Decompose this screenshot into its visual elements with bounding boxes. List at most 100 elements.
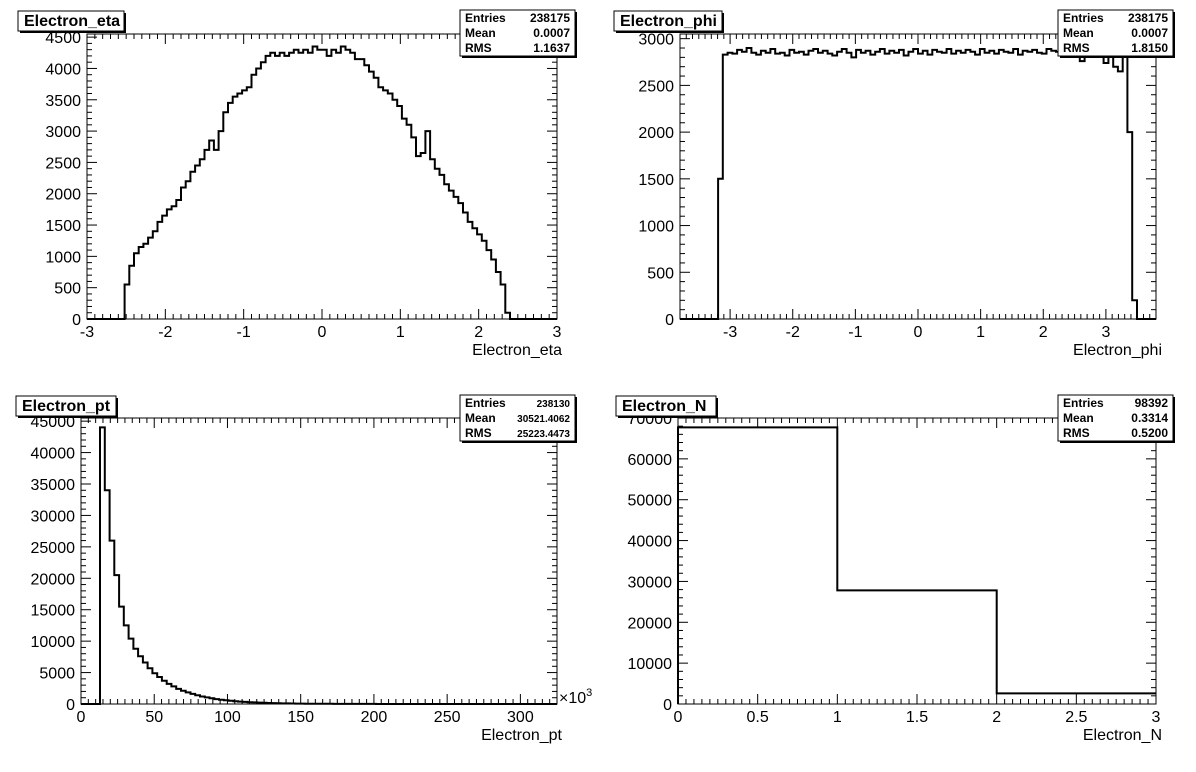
y-tick-label: 0 <box>72 312 81 329</box>
histogram-series <box>680 47 1156 320</box>
x-tick-label: 0 <box>77 709 86 726</box>
x-tick-label: 3 <box>1101 324 1110 341</box>
x-tick-label: -1 <box>848 324 862 341</box>
stats-box: Entries 238175 Mean 0.0007 RMS 1.8150 <box>1057 9 1175 58</box>
x-tick-label: 250 <box>434 709 461 726</box>
y-tick-label: 10000 <box>31 634 76 651</box>
title-box <box>15 395 117 417</box>
histogram-panel-electron-eta: -3 -2 -1 0 1 2 3 0 500 1000 1500 2000 2500 3000 3500 40… <box>17 9 577 359</box>
stats-box: Entries 238175 Mean 0.0007 RMS 1.1637 <box>459 9 577 58</box>
x-tick-label: -1 <box>237 324 251 341</box>
y-tick-label: 10000 <box>628 656 673 673</box>
y-tick-label: 5000 <box>39 666 75 683</box>
y-tick-label: 0 <box>665 312 674 329</box>
y-tick-label: 30000 <box>31 508 76 525</box>
stats-mean-value: 0.3314 <box>1131 411 1168 425</box>
stats-entries-value: 98392 <box>1135 396 1169 410</box>
y-tick-label: 1500 <box>45 218 81 235</box>
x-tick-label: 100 <box>214 709 241 726</box>
y-tick-label: 500 <box>647 265 674 282</box>
x-tick-label: 200 <box>361 709 388 726</box>
x-tick-label: 2 <box>474 324 483 341</box>
plot-frame <box>86 33 558 320</box>
y-tick-label: 1500 <box>638 172 674 189</box>
plot-frame <box>679 33 1157 320</box>
x-tick-label: -3 <box>723 324 737 341</box>
x-tick-label: 0.5 <box>747 709 769 726</box>
stats-rms-value: 1.1637 <box>533 41 570 55</box>
stats-mean-value: 0.0007 <box>533 26 570 40</box>
y-tick-label: 2500 <box>638 78 674 95</box>
y-tick-label: 2500 <box>45 155 81 172</box>
y-tick-label: 60000 <box>628 452 673 469</box>
y-tick-label: 20000 <box>31 571 76 588</box>
y-tick-label: 500 <box>54 281 81 298</box>
stats-rms-label: RMS <box>1063 41 1090 55</box>
histogram-series <box>87 45 557 320</box>
stats-entries-label: Entries <box>465 396 506 410</box>
y-tick-label: 1000 <box>638 219 674 236</box>
y-tick-label: 50000 <box>628 493 673 510</box>
histogram-series <box>677 426 1156 704</box>
stats-rms-value: 0.5200 <box>1131 426 1168 440</box>
x-tick-label: 2 <box>992 709 1001 726</box>
stats-rms-label: RMS <box>1063 426 1090 440</box>
title-box <box>613 10 723 32</box>
y-tick-label: 40000 <box>31 446 76 463</box>
x-tick-label: 0 <box>674 709 683 726</box>
stats-mean-label: Mean <box>1063 411 1094 425</box>
x-tick-label: -2 <box>158 324 172 341</box>
stats-entries-label: Entries <box>465 11 506 25</box>
stats-mean-value: 0.0007 <box>1131 26 1168 40</box>
histogram-title: Electron_eta <box>24 13 120 30</box>
y-tick-label: 2000 <box>638 125 674 142</box>
x-axis-label: Electron_eta <box>472 342 562 359</box>
stats-entries-label: Entries <box>1063 396 1104 410</box>
x-tick-label: 2 <box>1039 324 1048 341</box>
histogram-series <box>81 426 557 705</box>
stats-entries-value: 238175 <box>1128 11 1168 25</box>
y-tick-label: 1000 <box>45 249 81 266</box>
title-box <box>17 10 125 32</box>
stats-mean-value: 30521.4062 <box>517 414 570 425</box>
y-tick-label: 25000 <box>31 540 76 557</box>
y-tick-label: 0 <box>663 697 672 714</box>
histogram-title: Electron_phi <box>620 13 717 30</box>
x-tick-label: 150 <box>287 709 314 726</box>
x-tick-label: 1 <box>396 324 405 341</box>
y-tick-label: 0 <box>66 697 75 714</box>
histogram-panel-electron-phi: -3 -2 -1 0 1 2 3 0 500 1000 1500 2000 2500 3000 Electr… <box>613 9 1175 359</box>
y-tick-label: 4000 <box>45 61 81 78</box>
x-tick-label: 3 <box>1152 709 1161 726</box>
y-tick-label: 3000 <box>45 124 81 141</box>
x-tick-label: 0 <box>318 324 327 341</box>
x-tick-label: 3 <box>553 324 562 341</box>
stats-box: Entries 238130 Mean 30521.4062 RMS 25223.4473 <box>459 394 577 443</box>
histogram-panel-electron-n: 0 0.5 1 1.5 2 2.5 3 0 10000 20000 30000 40000 50000 6… <box>615 394 1175 744</box>
y-tick-label: 4500 <box>45 30 81 47</box>
plot-frame <box>80 417 558 705</box>
y-tick-label: 3500 <box>45 93 81 110</box>
x-tick-label: 0 <box>914 324 923 341</box>
stats-rms-value: 1.8150 <box>1131 41 1168 55</box>
plot-frame <box>677 417 1157 705</box>
x-axis-label: Electron_phi <box>1073 342 1162 359</box>
y-tick-label: 15000 <box>31 603 76 620</box>
x-tick-label: 300 <box>507 709 534 726</box>
stats-rms-label: RMS <box>465 426 492 440</box>
x-tick-label: -2 <box>786 324 800 341</box>
title-box <box>615 395 717 417</box>
histogram-title: Electron_N <box>622 398 706 415</box>
stats-entries-label: Entries <box>1063 11 1104 25</box>
stats-rms-label: RMS <box>465 41 492 55</box>
histogram-panel-electron-pt: 0 50 100 150 200 250 300 0 5000 10000 15000 20000 25… <box>15 394 592 744</box>
y-tick-label: 20000 <box>628 615 673 632</box>
stats-entries-value: 238130 <box>537 399 571 410</box>
x-tick-label: 1.5 <box>906 709 928 726</box>
stats-mean-label: Mean <box>1063 26 1094 40</box>
x-tick-label: 2.5 <box>1065 709 1087 726</box>
y-tick-label: 30000 <box>628 574 673 591</box>
stats-rms-value: 25223.4473 <box>517 429 570 440</box>
x-axis-label: Electron_pt <box>481 727 562 744</box>
